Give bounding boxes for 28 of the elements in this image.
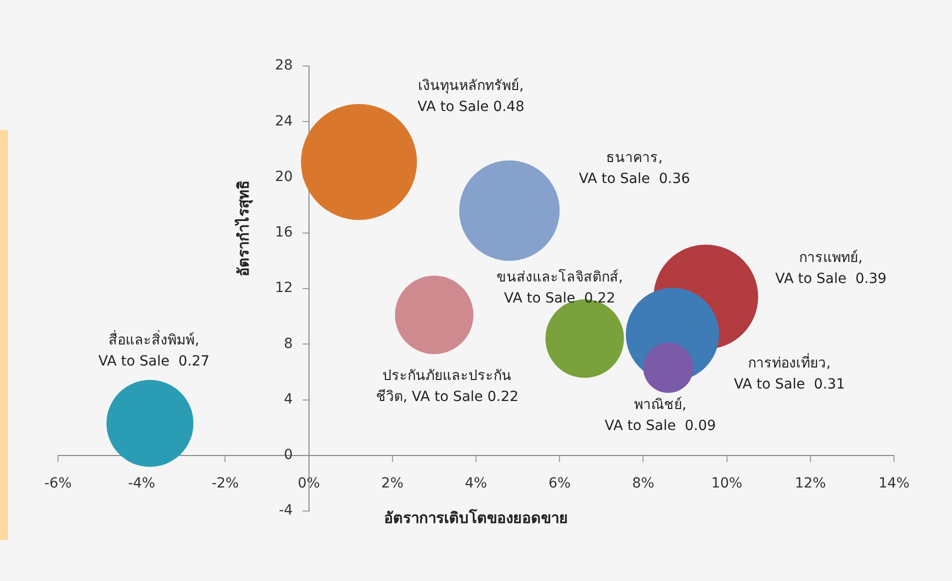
x-tick-label: 10% — [711, 475, 742, 492]
x-tick-label: 4% — [464, 475, 488, 492]
annotation: ธนาคาร, VA to Sale 0.36 — [578, 150, 690, 187]
x-tick-label: -4% — [128, 475, 156, 492]
annotation: การท่องเที่ยว, VA to Sale 0.31 — [734, 354, 846, 393]
y-tick-label: 16 — [274, 224, 293, 241]
x-tick-label: 8% — [632, 475, 654, 492]
annotation: การแพทย์, VA to Sale 0.39 — [775, 248, 887, 287]
annotation: สื่อและสิ่งพิมพ์, VA to Sale 0.27 — [98, 330, 210, 370]
annotation: พาณิชย์, VA to Sale 0.09 — [604, 396, 716, 434]
y-axis-title: อัตรากำไรสุทธิ — [234, 180, 254, 276]
y-tick-label: 24 — [274, 113, 293, 130]
x-tick-label: -6% — [44, 475, 72, 492]
x-tick-label: 6% — [548, 475, 571, 492]
x-tick-label: 2% — [381, 475, 404, 492]
annotation: ขนส่งและโลจิสติกส์, VA to Sale 0.22 — [496, 268, 623, 307]
y-tick-label: 4 — [284, 391, 293, 408]
y-tick-label: 20 — [274, 168, 293, 185]
annotation: เงินทุนหลักทรัพย์, VA to Sale 0.48 — [418, 77, 524, 116]
y-tick-label: 28 — [274, 58, 293, 74]
x-tick-label: 14% — [878, 475, 910, 492]
x-tick-label: -2% — [212, 475, 239, 492]
y-tick-label: 8 — [284, 336, 293, 352]
annotation: ประกันภัยและประกัน ชีวิต, VA to Sale 0.22 — [376, 368, 519, 406]
x-tick-label: 12% — [794, 475, 826, 492]
y-tick-label: -4 — [278, 502, 293, 519]
x-axis-title: อัตราการเติบโตของยอดขาย — [384, 508, 568, 528]
y-tick-label: 12 — [274, 280, 293, 296]
